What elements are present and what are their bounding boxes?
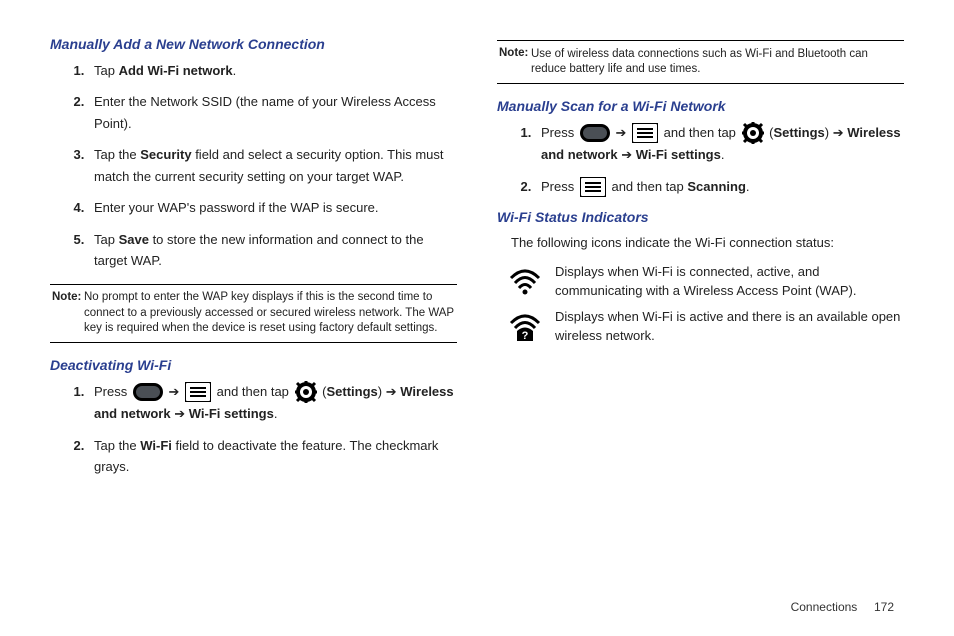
gear-icon [295, 381, 317, 403]
menu-button-icon [632, 123, 658, 143]
status-intro: The following icons indicate the Wi-Fi c… [511, 233, 904, 254]
status-row-open: Displays when Wi-Fi is active and there … [507, 307, 904, 346]
right-column: Note: Use of wireless data connections s… [497, 30, 904, 489]
heading-deactivate-wifi: Deactivating Wi-Fi [50, 357, 457, 373]
status-row-connected: Displays when Wi-Fi is connected, active… [507, 262, 904, 301]
list-item: Tap Add Wi-Fi network. [88, 60, 457, 81]
note-label: Note: [499, 47, 528, 59]
menu-button-icon [580, 177, 606, 197]
home-button-icon [133, 383, 163, 401]
heading-add-network: Manually Add a New Network Connection [50, 36, 457, 52]
note-body: Use of wireless data connections such as… [499, 47, 902, 78]
status-text: Displays when Wi-Fi is active and there … [555, 307, 904, 346]
page-footer: Connections 172 [791, 600, 894, 614]
note-battery: Note: Use of wireless data connections s… [497, 40, 904, 84]
gear-icon [742, 122, 764, 144]
list-item: Tap the Wi-Fi field to deactivate the fe… [88, 435, 457, 478]
scan-steps: Press ➔ and then tap (Settings) ➔ Wirele… [497, 122, 904, 198]
heading-scan-wifi: Manually Scan for a Wi-Fi Network [497, 98, 904, 114]
list-item: Enter your WAP's password if the WAP is … [88, 197, 457, 218]
note-wap-key: Note: No prompt to enter the WAP key dis… [50, 284, 457, 343]
wifi-connected-icon [507, 262, 543, 298]
footer-section: Connections [791, 600, 858, 614]
heading-status-indicators: Wi-Fi Status Indicators [497, 209, 904, 225]
list-item: Tap the Security field and select a secu… [88, 144, 457, 187]
add-network-steps: Tap Add Wi-Fi network. Enter the Network… [50, 60, 457, 272]
list-item: Press ➔ and then tap (Settings) ➔ Wirele… [88, 381, 457, 425]
menu-button-icon [185, 382, 211, 402]
list-item: Press and then tap Scanning. [535, 176, 904, 198]
home-button-icon [580, 124, 610, 142]
left-column: Manually Add a New Network Connection Ta… [50, 30, 457, 489]
list-item: Enter the Network SSID (the name of your… [88, 91, 457, 134]
status-text: Displays when Wi-Fi is connected, active… [555, 262, 904, 301]
wifi-open-icon [507, 307, 543, 343]
list-item: Press ➔ and then tap (Settings) ➔ Wirele… [535, 122, 904, 166]
list-item: Tap Save to store the new information an… [88, 229, 457, 272]
footer-page: 172 [874, 600, 894, 614]
deactivate-steps: Press ➔ and then tap (Settings) ➔ Wirele… [50, 381, 457, 478]
note-label: Note: [52, 291, 81, 303]
note-body: No prompt to enter the WAP key displays … [52, 290, 455, 337]
